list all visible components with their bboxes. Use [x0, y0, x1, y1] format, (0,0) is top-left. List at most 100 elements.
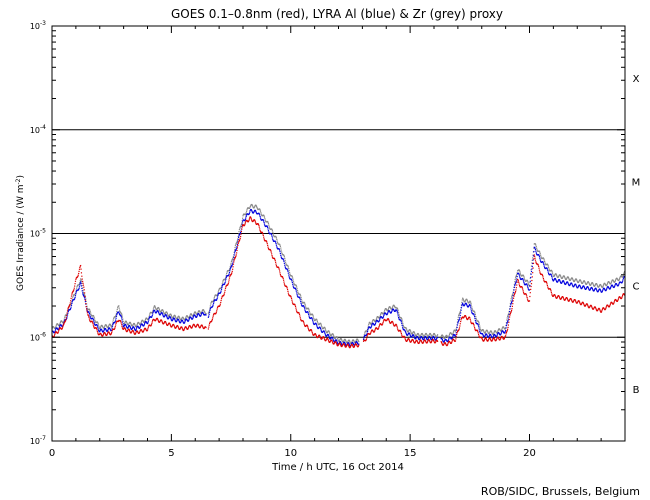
series-point: [567, 283, 570, 285]
series-point: [215, 312, 217, 314]
series-point: [560, 298, 562, 300]
series-point: [619, 276, 621, 278]
series-point: [230, 262, 232, 264]
series-point: [183, 329, 185, 331]
series-point: [126, 330, 128, 332]
series-point: [299, 299, 301, 301]
series-point: [195, 326, 197, 328]
series-point: [553, 275, 555, 277]
series-point: [568, 279, 570, 281]
series-point: [587, 281, 589, 283]
series-point: [543, 265, 545, 267]
series-point: [219, 292, 221, 294]
series-point: [91, 321, 94, 323]
series-point: [249, 206, 251, 208]
series-point: [554, 274, 556, 276]
series-point: [286, 287, 288, 289]
series-point: [543, 259, 545, 261]
series-point: [189, 326, 192, 328]
series-point: [84, 301, 87, 303]
series-point: [79, 282, 81, 284]
series-point: [278, 268, 280, 270]
series-point: [329, 340, 332, 342]
series-point: [53, 335, 55, 337]
series-point: [171, 315, 173, 318]
series-point: [234, 249, 237, 252]
series-point: [553, 279, 555, 281]
series-point: [191, 326, 194, 328]
series-point: [330, 337, 332, 339]
series-point: [212, 299, 215, 302]
series-point: [168, 317, 170, 319]
series-point: [222, 281, 224, 283]
series-point: [106, 334, 108, 336]
series-point: [522, 290, 524, 292]
series-point: [515, 287, 517, 289]
series-point: [104, 325, 106, 327]
series-point: [180, 320, 182, 322]
series-point: [461, 299, 463, 301]
series-point: [78, 286, 81, 288]
series-point: [407, 330, 410, 332]
series-point: [348, 345, 350, 347]
series-point: [325, 338, 328, 340]
series-point: [517, 280, 519, 282]
series-point: [185, 316, 187, 318]
series-point: [558, 296, 560, 298]
series-point: [547, 265, 549, 267]
series-point: [210, 301, 212, 304]
series-point: [178, 320, 180, 322]
series-point: [513, 283, 515, 286]
series-point: [59, 325, 61, 327]
series-point: [163, 322, 165, 324]
series-point: [432, 339, 434, 341]
series-point: [452, 335, 454, 337]
series-point: [594, 307, 597, 309]
series-point: [232, 266, 234, 268]
series-point: [513, 289, 515, 291]
series-point: [608, 281, 610, 283]
series-point: [312, 322, 315, 324]
series-point: [255, 212, 258, 214]
series-point: [419, 338, 421, 341]
series-point: [148, 318, 150, 320]
series-point: [131, 330, 133, 332]
series-point: [236, 241, 238, 243]
series-point: [567, 276, 569, 278]
series-point: [447, 339, 449, 341]
series-point: [576, 286, 578, 288]
series-point: [300, 304, 303, 306]
series-point: [431, 337, 434, 339]
series-point: [601, 291, 603, 293]
series-point: [604, 284, 607, 286]
series-point: [173, 325, 175, 327]
series-point: [174, 319, 176, 321]
y-axis-label-close: ): [16, 175, 26, 179]
series-point: [337, 344, 340, 346]
series-point: [263, 220, 265, 222]
series-point: [447, 343, 449, 345]
series-point: [74, 293, 76, 295]
series-point: [279, 251, 281, 253]
series-point: [231, 272, 233, 274]
series-point: [477, 332, 479, 334]
series-point: [187, 327, 190, 329]
series-point: [134, 329, 137, 332]
series-point: [281, 252, 283, 255]
series-point: [146, 329, 149, 331]
series-point: [339, 343, 342, 346]
series-point: [464, 315, 467, 317]
series-point: [512, 293, 514, 295]
series-point: [81, 290, 83, 292]
series-point: [69, 304, 71, 306]
series-point: [307, 311, 309, 313]
series-0: [52, 203, 625, 345]
series-point: [271, 237, 274, 239]
series-point: [583, 286, 586, 289]
series-point: [205, 312, 207, 315]
series-point: [96, 324, 98, 326]
series-point: [421, 341, 423, 343]
series-point: [526, 296, 528, 299]
series-point: [464, 304, 466, 306]
series-point: [217, 293, 219, 295]
